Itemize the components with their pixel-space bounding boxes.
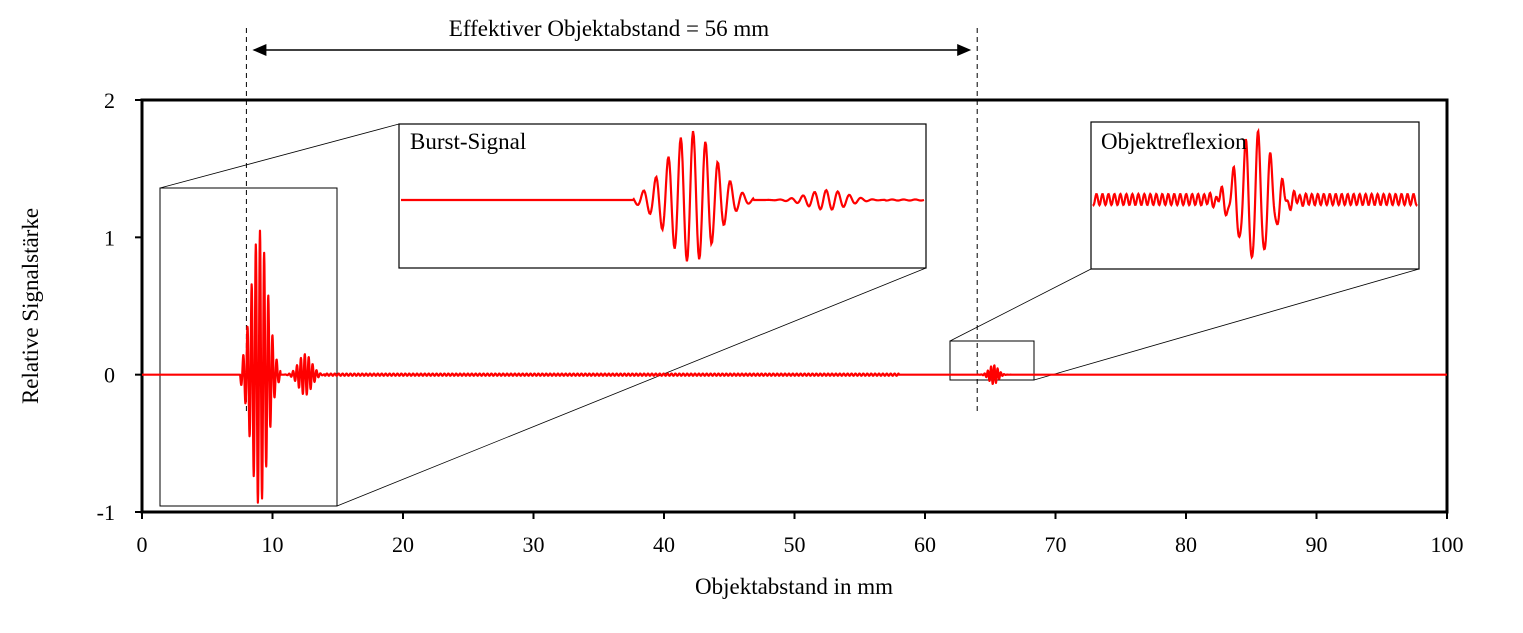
y-axis-title: Relative Signalstärke: [18, 208, 43, 404]
x-tick-label: 100: [1431, 532, 1464, 557]
zoom-connector-line: [1033, 268, 1420, 381]
x-tick-label: 30: [523, 532, 545, 557]
x-tick-label: 10: [262, 532, 284, 557]
x-tick-label: 50: [784, 532, 806, 557]
distance-arrowhead-left: [252, 44, 267, 56]
x-tick-label: 70: [1045, 532, 1067, 557]
x-tick-label: 90: [1306, 532, 1328, 557]
inset-burst-signal-waveform: [401, 130, 925, 262]
inset-burst-signal-frame: [398, 123, 927, 269]
y-tick-label: 1: [104, 225, 115, 250]
zoom-connector-line: [949, 268, 1092, 342]
series-layer: [141, 229, 1448, 504]
series-line-signal: [141, 229, 1448, 504]
inset-connectors: [159, 123, 1420, 507]
zoom-source-box-burst: [159, 187, 338, 507]
inset-title-objektreflexion: Objektreflexion: [1101, 129, 1247, 154]
axis-ticks: 0 10 20 30 40 50 60 70 80 90 100 -1 0 1 2: [97, 88, 1464, 557]
x-tick-label: 20: [392, 532, 414, 557]
x-tick-label: 40: [653, 532, 675, 557]
zoom-connector-line: [336, 267, 927, 507]
y-tick-label: 0: [104, 363, 115, 388]
x-tick-label: 60: [914, 532, 936, 557]
annotation-layer: [245, 28, 978, 414]
x-axis-title: Objektabstand in mm: [695, 574, 893, 599]
annotation-effective-distance: Effektiver Objektabstand = 56 mm: [449, 16, 770, 41]
y-tick-label: -1: [97, 500, 115, 525]
y-tick-label: 2: [104, 88, 115, 113]
distance-arrowhead-right: [957, 44, 972, 56]
insets: [398, 121, 1420, 270]
inset-objektreflexion-waveform: [1092, 127, 1418, 260]
zoom-connector-line: [159, 123, 400, 189]
inset-title-burst-signal: Burst-Signal: [410, 129, 526, 154]
x-tick-label: 80: [1175, 532, 1197, 557]
x-tick-label: 0: [137, 532, 148, 557]
